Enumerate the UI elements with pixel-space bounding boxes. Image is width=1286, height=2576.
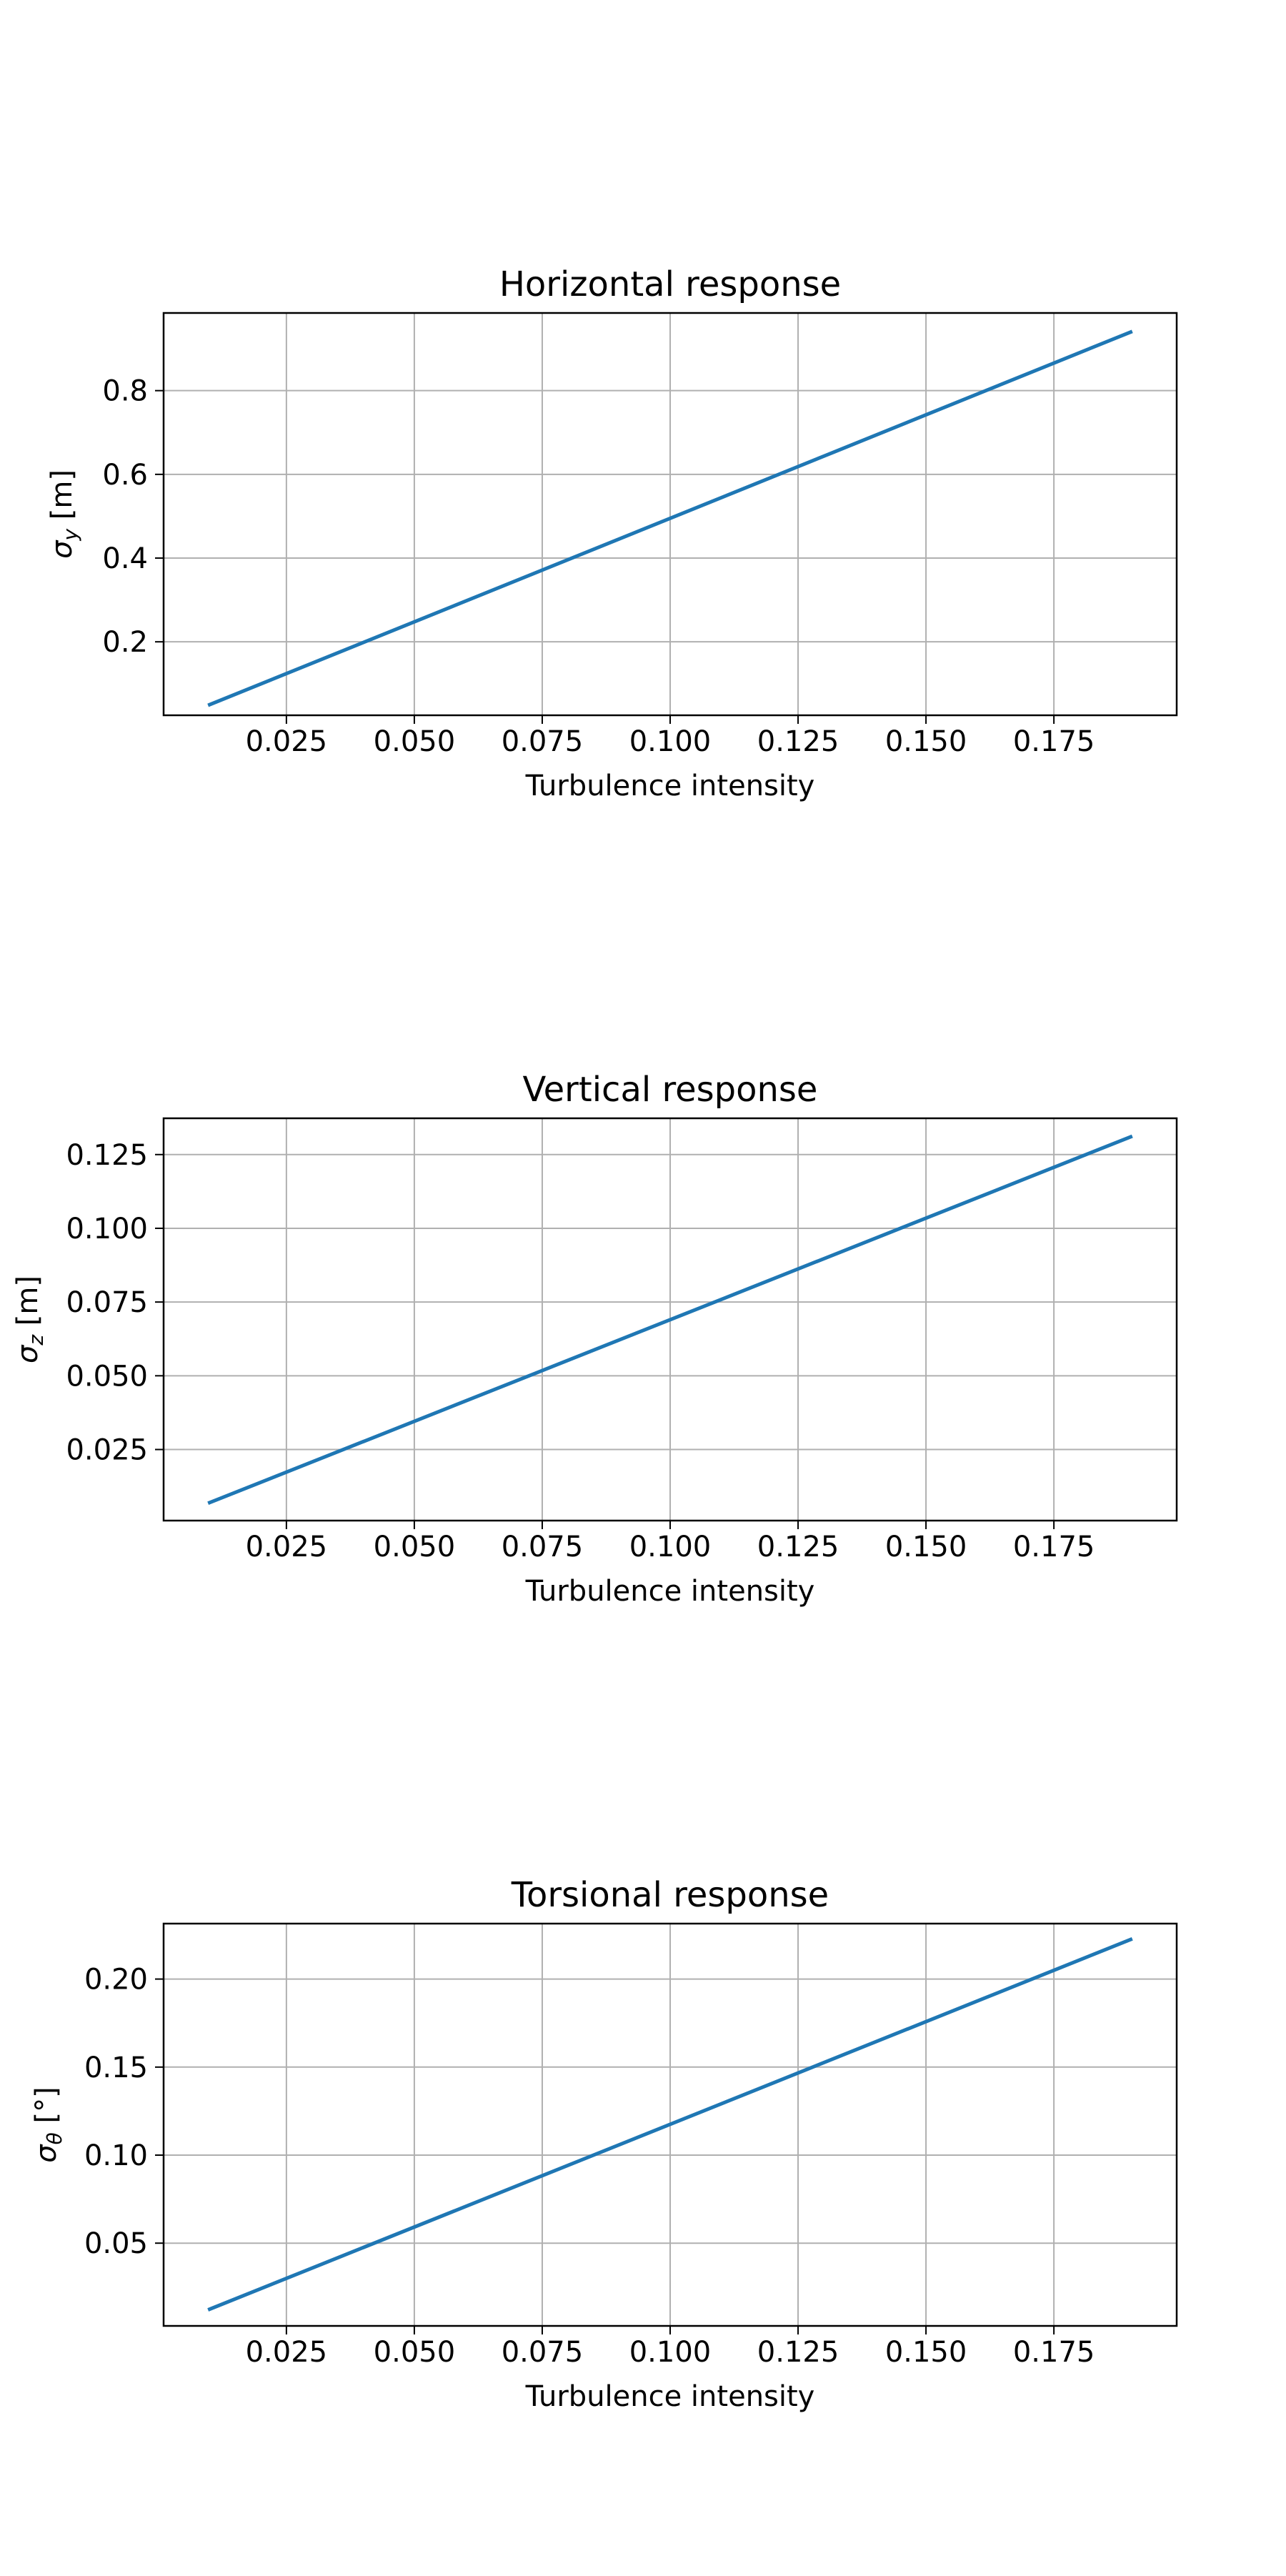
y-axis-label: σy [m]: [46, 469, 82, 559]
series-line: [207, 1936, 1133, 2312]
y-axis-label-subscript: y: [59, 529, 82, 542]
x-tick-label: 0.150: [885, 1531, 967, 1563]
y-axis-label-symbol: σ: [46, 539, 79, 559]
x-tick-label: 0.175: [1013, 725, 1095, 758]
y-tick-label: 0.100: [66, 1213, 148, 1245]
y-tick-label: 0.075: [66, 1286, 148, 1319]
y-tick-label: 0.8: [102, 375, 148, 408]
x-tick-label: 0.025: [246, 1531, 328, 1563]
x-tick-label: 0.175: [1013, 1531, 1095, 1563]
y-tick-label: 0.125: [66, 1139, 148, 1172]
x-tick-label: 0.100: [629, 1531, 712, 1563]
x-tick-label: 0.125: [757, 725, 839, 758]
x-tick-label: 0.075: [502, 725, 584, 758]
y-axis-label: σθ [°]: [30, 2087, 66, 2162]
x-tick-label: 0.050: [374, 2336, 456, 2369]
y-axis-label-symbol: σ: [11, 1344, 44, 1363]
chart-title: Torsional response: [511, 1875, 829, 1915]
x-axis-label: Turbulence intensity: [525, 770, 815, 802]
x-tick-label: 0.150: [885, 725, 967, 758]
y-tick-label: 0.025: [66, 1434, 148, 1467]
series-line: [207, 329, 1133, 707]
y-tick-label: 0.050: [66, 1360, 148, 1393]
x-tick-label: 0.075: [502, 2336, 584, 2369]
y-tick-label: 0.2: [102, 626, 148, 659]
subplot-3: 0.025 0.050 0.075 0.100 0.125 0.150 0.175 0.05 0…: [30, 1875, 1178, 2413]
subplot-1: 0.025 0.050 0.075 0.100 0.125 0.150 0.175 0.2 0.…: [46, 264, 1178, 802]
y-tick-label: 0.05: [84, 2227, 148, 2260]
x-tick-label: 0.025: [246, 2336, 328, 2369]
y-axis-label-symbol: σ: [30, 2144, 63, 2163]
x-tick-label: 0.100: [629, 2336, 712, 2369]
y-tick-label: 0.4: [102, 542, 148, 575]
x-tick-label: 0.175: [1013, 2336, 1095, 2369]
x-tick-label: 0.125: [757, 1531, 839, 1563]
x-tick-label: 0.050: [374, 725, 456, 758]
series-line: [207, 1134, 1133, 1506]
x-tick-label: 0.125: [757, 2336, 839, 2369]
x-tick-label: 0.075: [502, 1531, 584, 1563]
y-axis-label-unit: [m]: [46, 469, 79, 529]
y-axis-label-subscript: z: [24, 1334, 48, 1346]
y-axis-label-unit: [m]: [11, 1275, 44, 1335]
chart-title: Horizontal response: [499, 264, 841, 304]
y-axis-label-unit: [°]: [30, 2087, 63, 2132]
x-tick-label: 0.025: [246, 725, 328, 758]
x-tick-label: 0.100: [629, 725, 712, 758]
x-axis-label: Turbulence intensity: [525, 1575, 815, 1608]
subplot-2: 0.025 0.050 0.075 0.100 0.125 0.150 0.175 0.025…: [11, 1070, 1178, 1608]
x-tick-label: 0.150: [885, 2336, 967, 2369]
y-tick-label: 0.15: [84, 2052, 148, 2084]
y-axis-label-subscript: θ: [43, 2132, 66, 2144]
x-tick-label: 0.050: [374, 1531, 456, 1563]
chart-title: Vertical response: [523, 1070, 818, 1110]
y-tick-label: 0.20: [84, 1964, 148, 1996]
y-tick-label: 0.10: [84, 2139, 148, 2172]
y-axis-label: σz [m]: [11, 1275, 48, 1363]
y-tick-label: 0.6: [102, 459, 148, 492]
x-axis-label: Turbulence intensity: [525, 2380, 815, 2413]
